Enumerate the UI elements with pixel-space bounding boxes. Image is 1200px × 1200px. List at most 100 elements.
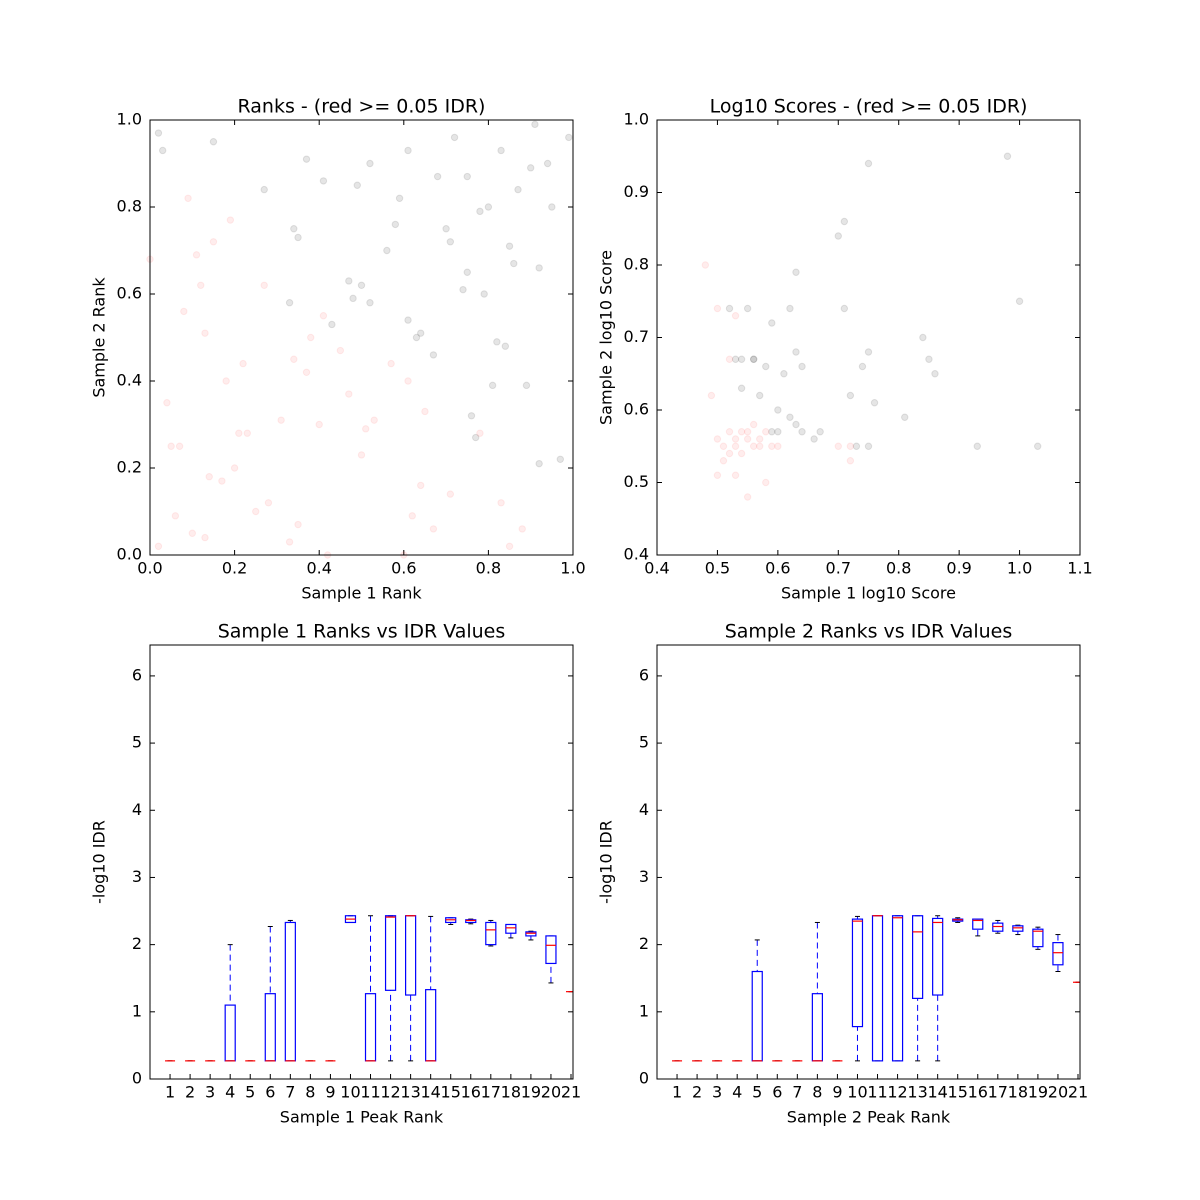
box: [485, 921, 497, 946]
point: [786, 304, 794, 313]
point: [366, 299, 374, 307]
point: [336, 346, 345, 355]
point: [737, 355, 746, 363]
x-tick-label: 0.4: [306, 559, 331, 578]
x-axis-label: Sample 2 Peak Rank: [787, 1108, 951, 1127]
x-tick-label: 1.0: [560, 559, 585, 578]
point: [925, 355, 933, 363]
point: [701, 261, 710, 269]
y-tick-label: 0.6: [624, 400, 649, 419]
box: [525, 931, 537, 937]
y-tick-label: 3: [132, 867, 142, 886]
point: [743, 493, 752, 501]
point: [762, 362, 770, 371]
point: [919, 333, 927, 342]
point: [226, 216, 235, 224]
x-tick-label: 12: [887, 1083, 907, 1102]
point: [756, 442, 764, 450]
point: [725, 449, 734, 458]
point: [725, 428, 734, 436]
point: [556, 455, 565, 463]
point: [749, 442, 758, 450]
point: [353, 181, 361, 189]
point: [749, 355, 758, 363]
point: [277, 416, 285, 424]
point: [239, 359, 247, 368]
point: [421, 407, 429, 416]
box: [224, 1004, 236, 1062]
axes-frame: [149, 644, 574, 1080]
point: [535, 459, 543, 468]
point: [404, 316, 412, 324]
x-tick-label: 13: [400, 1083, 420, 1102]
point: [749, 355, 758, 363]
y-tick-label: 2: [639, 934, 649, 953]
point: [285, 538, 294, 546]
x-tick-label: 0.9: [946, 559, 971, 578]
y-tick-label: 3: [639, 867, 649, 886]
point: [235, 429, 243, 437]
x-tick-label: 8: [812, 1083, 822, 1102]
x-tick-label: 4: [732, 1083, 742, 1102]
point: [743, 435, 752, 443]
x-tick-label: 17: [481, 1083, 501, 1102]
chart-title: Sample 2 Ranks vs IDR Values: [725, 621, 1013, 643]
point: [731, 471, 740, 479]
point: [290, 355, 298, 363]
y-tick-label: 0.8: [117, 197, 142, 216]
point: [484, 203, 493, 211]
plot-area: [165, 915, 573, 1062]
point: [852, 442, 861, 450]
point: [510, 259, 518, 268]
y-tick-label: 0: [132, 1069, 142, 1088]
y-tick-label: 0.5: [624, 472, 649, 491]
point: [719, 442, 728, 450]
point: [543, 159, 552, 168]
point: [446, 238, 455, 246]
point: [840, 217, 849, 226]
box: [932, 917, 944, 996]
box: [1052, 942, 1064, 966]
point: [774, 428, 782, 436]
point: [731, 355, 740, 363]
point: [370, 416, 378, 424]
point: [417, 481, 425, 490]
point: [264, 499, 273, 507]
y-tick-label: 1.0: [117, 110, 142, 129]
point: [1034, 442, 1042, 450]
x-tick-label: 0.5: [705, 559, 730, 578]
point: [230, 464, 239, 472]
point: [749, 420, 758, 429]
point: [973, 442, 981, 450]
x-tick-label: 11: [360, 1083, 380, 1102]
point: [408, 512, 416, 520]
x-tick-label: 18: [1008, 1083, 1028, 1102]
point: [433, 172, 442, 181]
point: [366, 159, 374, 168]
point: [756, 435, 764, 443]
point: [209, 138, 218, 146]
point: [774, 442, 782, 450]
point: [548, 203, 556, 211]
point: [834, 442, 842, 450]
x-tick-label: 13: [907, 1083, 927, 1102]
point: [737, 428, 746, 436]
box: [912, 915, 924, 999]
x-tick-label: 15: [441, 1083, 461, 1102]
point: [522, 381, 531, 390]
point: [429, 351, 438, 359]
point: [260, 185, 268, 194]
point: [792, 420, 800, 429]
box: [545, 935, 557, 965]
box: [1012, 925, 1024, 932]
point: [442, 225, 450, 233]
point: [315, 420, 323, 429]
x-tick-label: 18: [501, 1083, 521, 1102]
point: [762, 428, 770, 436]
chart-title: Sample 1 Ranks vs IDR Values: [218, 621, 506, 643]
point: [184, 194, 192, 203]
x-axis-label: Sample 1 Peak Rank: [280, 1108, 444, 1127]
point: [383, 246, 391, 255]
x-tick-label: 19: [521, 1083, 541, 1102]
